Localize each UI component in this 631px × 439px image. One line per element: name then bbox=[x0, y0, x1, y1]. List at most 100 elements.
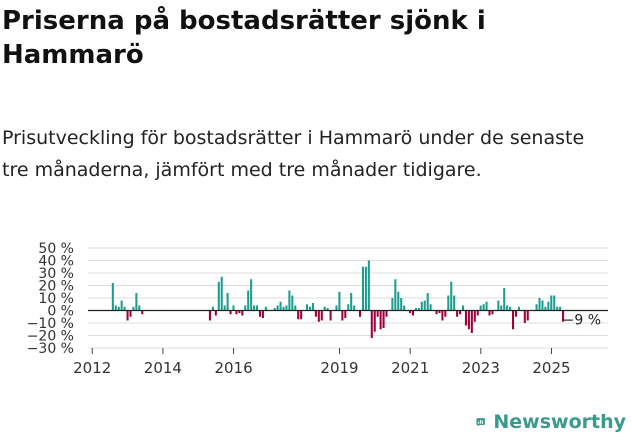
bar bbox=[391, 298, 394, 311]
bar bbox=[358, 310, 362, 317]
bar bbox=[476, 310, 479, 316]
bar bbox=[323, 306, 326, 311]
bar bbox=[414, 308, 417, 311]
y-tick-label: 50 % bbox=[38, 241, 74, 257]
bar bbox=[314, 310, 317, 317]
bar bbox=[229, 310, 232, 315]
chart-gridlines bbox=[88, 247, 608, 349]
bar bbox=[232, 305, 235, 311]
bar bbox=[409, 310, 412, 313]
bar bbox=[320, 310, 323, 321]
bar bbox=[123, 306, 126, 311]
bar bbox=[450, 281, 453, 311]
bar bbox=[361, 266, 364, 311]
bar bbox=[132, 306, 135, 311]
last-value-label: −9 % bbox=[563, 312, 601, 328]
bar bbox=[335, 305, 338, 311]
bar bbox=[264, 306, 267, 311]
bar bbox=[435, 310, 438, 315]
bar bbox=[338, 291, 341, 311]
bar bbox=[214, 310, 217, 316]
bar-chart: −30 %−20 %−10 %0 %10 %20 %30 %40 %50 % 2… bbox=[27, 241, 608, 377]
bar bbox=[509, 306, 512, 311]
bar bbox=[423, 300, 426, 311]
bar bbox=[247, 290, 250, 311]
bar bbox=[394, 279, 397, 311]
x-tick-label: 2019 bbox=[320, 359, 358, 377]
bar bbox=[241, 310, 244, 316]
bar bbox=[473, 310, 476, 322]
bar bbox=[411, 310, 415, 316]
x-axis: 2012 2014 2016 2019 2021 2023 2025 bbox=[73, 348, 571, 377]
y-tick-label: 40 % bbox=[38, 254, 74, 270]
bar bbox=[223, 305, 226, 311]
bar-chart-logo-icon bbox=[476, 418, 485, 427]
bar bbox=[364, 266, 367, 311]
chart-bars bbox=[111, 260, 565, 338]
x-tick-label: 2023 bbox=[462, 359, 500, 377]
bar bbox=[517, 306, 520, 311]
bar bbox=[114, 305, 117, 311]
bar bbox=[464, 310, 467, 326]
bar bbox=[397, 291, 400, 311]
x-tick-label: 2025 bbox=[532, 359, 570, 377]
y-tick-label: 30 % bbox=[38, 266, 74, 282]
bar bbox=[347, 304, 350, 311]
bar bbox=[226, 293, 229, 311]
bar bbox=[250, 279, 253, 311]
bar bbox=[367, 260, 370, 311]
y-tick-label: −10 % bbox=[27, 316, 74, 332]
bar bbox=[117, 306, 120, 311]
bar bbox=[497, 300, 500, 311]
bar bbox=[273, 308, 276, 311]
bar bbox=[514, 310, 518, 317]
bar bbox=[538, 298, 541, 311]
y-axis-labels: −30 %−20 %−10 %0 %10 %20 %30 %40 %50 % bbox=[27, 241, 74, 357]
bar bbox=[382, 310, 385, 328]
bar bbox=[282, 306, 285, 311]
bar bbox=[541, 300, 544, 311]
bar bbox=[526, 310, 529, 321]
bar bbox=[506, 305, 509, 311]
bar bbox=[512, 310, 515, 330]
bar bbox=[344, 310, 347, 318]
bar bbox=[350, 293, 353, 311]
bar bbox=[491, 310, 494, 315]
bar bbox=[444, 310, 447, 317]
bar bbox=[470, 310, 473, 333]
newsworthy-logo: Newsworthy bbox=[476, 408, 626, 436]
bar bbox=[535, 304, 538, 311]
bar bbox=[550, 295, 553, 311]
bar bbox=[306, 304, 309, 311]
y-tick-label: 0 % bbox=[47, 304, 74, 320]
y-tick-label: −30 % bbox=[27, 341, 74, 357]
y-tick-label: 20 % bbox=[38, 279, 74, 295]
x-tick-label: 2012 bbox=[73, 359, 111, 377]
bar bbox=[400, 298, 403, 311]
bar bbox=[138, 305, 141, 311]
bar bbox=[523, 310, 526, 323]
bar bbox=[300, 310, 303, 320]
bar bbox=[220, 276, 223, 311]
bar bbox=[379, 310, 382, 330]
bar bbox=[447, 295, 450, 311]
bar bbox=[467, 310, 470, 330]
bar bbox=[376, 310, 379, 317]
bar bbox=[253, 305, 256, 311]
bar bbox=[329, 310, 332, 321]
bar bbox=[285, 305, 288, 311]
bar bbox=[311, 303, 314, 311]
bar bbox=[385, 310, 388, 317]
bar bbox=[294, 305, 297, 311]
bar bbox=[456, 310, 459, 317]
y-tick-label: 10 % bbox=[38, 291, 74, 307]
bar bbox=[211, 306, 214, 311]
page-title: Priserna på bostadsrätter sjönk i Hammar… bbox=[2, 6, 486, 70]
bar bbox=[111, 283, 114, 311]
bar bbox=[217, 281, 220, 311]
bar bbox=[141, 310, 144, 315]
bar bbox=[208, 310, 211, 321]
bar bbox=[503, 288, 506, 311]
bar bbox=[129, 310, 132, 317]
bar bbox=[556, 306, 559, 311]
